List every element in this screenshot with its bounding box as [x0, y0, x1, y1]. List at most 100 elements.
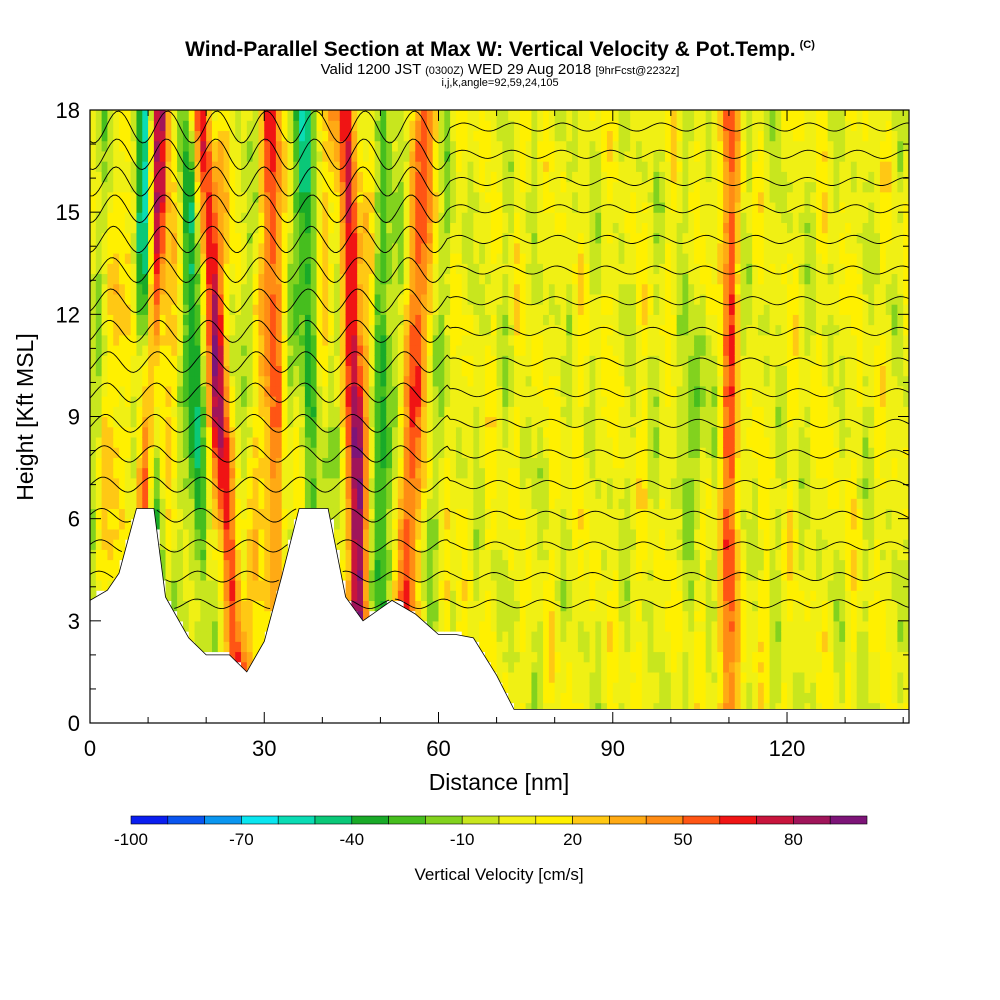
velocity-cell: [119, 212, 126, 223]
velocity-cell: [159, 436, 167, 448]
velocity-cell: [223, 436, 231, 448]
velocity-cell: [450, 620, 457, 632]
velocity-cell: [165, 590, 172, 601]
velocity-cell: [177, 488, 184, 499]
velocity-cell: [270, 528, 277, 540]
velocity-cell: [188, 150, 196, 162]
velocity-cell: [113, 110, 120, 121]
velocity-cell: [572, 549, 579, 561]
velocity-cell: [194, 528, 201, 540]
velocity-cell: [264, 171, 271, 183]
velocity-cell: [368, 171, 376, 183]
velocity-cell: [519, 273, 527, 285]
velocity-cell: [130, 467, 138, 479]
velocity-cell: [548, 498, 556, 510]
velocity-cell: [543, 283, 550, 295]
velocity-cell: [421, 191, 428, 203]
velocity-cell: [357, 130, 364, 142]
velocity-cell: [229, 355, 236, 367]
velocity-cell: [618, 682, 625, 693]
velocity-cell: [119, 181, 126, 193]
velocity-cell: [601, 416, 608, 428]
velocity-cell: [548, 539, 556, 550]
velocity-cell: [217, 528, 225, 540]
velocity-cell: [380, 201, 387, 213]
velocity-cell: [421, 375, 428, 387]
velocity-cell: [392, 396, 399, 407]
velocity-cell: [316, 242, 323, 254]
velocity-cell: [374, 579, 382, 591]
velocity-cell: [363, 467, 370, 479]
velocity-cell: [583, 610, 591, 622]
velocity-cell: [142, 181, 149, 193]
velocity-cell: [357, 140, 364, 152]
velocity-cell: [455, 263, 463, 275]
velocity-cell: [415, 396, 422, 407]
velocity-cell: [171, 304, 178, 315]
velocity-cell: [322, 232, 329, 244]
velocity-cell: [211, 304, 219, 315]
velocity-cell: [241, 232, 248, 244]
velocity-cell: [200, 304, 207, 315]
velocity-cell: [444, 447, 451, 458]
velocity-cell: [101, 201, 109, 213]
velocity-cell: [229, 334, 236, 346]
velocity-cell: [270, 436, 277, 448]
velocity-cell: [270, 242, 277, 254]
velocity-cell: [217, 539, 225, 550]
velocity-cell: [368, 120, 376, 132]
velocity-cell: [490, 344, 498, 356]
velocity-cell: [241, 191, 248, 203]
velocity-cell: [275, 130, 283, 142]
velocity-cell: [363, 600, 370, 612]
velocity-cell: [397, 191, 405, 203]
velocity-cell: [264, 283, 271, 295]
velocity-cell: [153, 426, 161, 438]
velocity-cell: [246, 620, 254, 632]
velocity-cell: [508, 201, 515, 213]
velocity-cell: [601, 600, 608, 612]
velocity-cell: [281, 549, 289, 561]
velocity-cell: [502, 212, 509, 223]
velocity-cell: [531, 600, 538, 612]
velocity-cell: [508, 283, 515, 295]
velocity-cell: [217, 416, 225, 428]
velocity-cell: [479, 498, 486, 510]
velocity-cell: [368, 150, 376, 162]
velocity-cell: [229, 181, 236, 193]
velocity-cell: [554, 375, 562, 387]
velocity-cell: [229, 416, 236, 428]
velocity-cell: [211, 641, 219, 653]
velocity-cell: [206, 365, 213, 377]
velocity-cell: [490, 559, 498, 571]
velocity-cell: [618, 631, 625, 642]
velocity-cell: [310, 283, 318, 295]
velocity-cell: [519, 263, 527, 275]
velocity-cell: [171, 488, 178, 499]
velocity-cell: [333, 171, 341, 183]
velocity-cell: [246, 283, 254, 295]
velocity-cell: [537, 304, 544, 315]
velocity-cell: [339, 416, 347, 428]
velocity-cell: [647, 467, 655, 479]
velocity-cell: [421, 569, 428, 581]
velocity-cell: [566, 631, 573, 642]
velocity-cell: [246, 161, 254, 172]
velocity-cell: [270, 498, 277, 510]
velocity-cell: [519, 569, 527, 581]
velocity-cell: [217, 344, 225, 356]
velocity-cell: [316, 253, 323, 264]
velocity-cell: [211, 140, 219, 152]
velocity-cell: [182, 222, 190, 234]
velocity-cell: [548, 120, 556, 132]
velocity-cell: [223, 457, 231, 469]
velocity-cell: [589, 273, 596, 285]
velocity-cell: [612, 457, 620, 469]
velocity-cell: [566, 579, 573, 591]
velocity-cell: [490, 385, 498, 397]
velocity-cell: [304, 253, 312, 264]
velocity-cell: [612, 242, 620, 254]
velocity-cell: [200, 273, 207, 285]
velocity-cell: [281, 426, 289, 438]
velocity-cell: [566, 161, 573, 172]
